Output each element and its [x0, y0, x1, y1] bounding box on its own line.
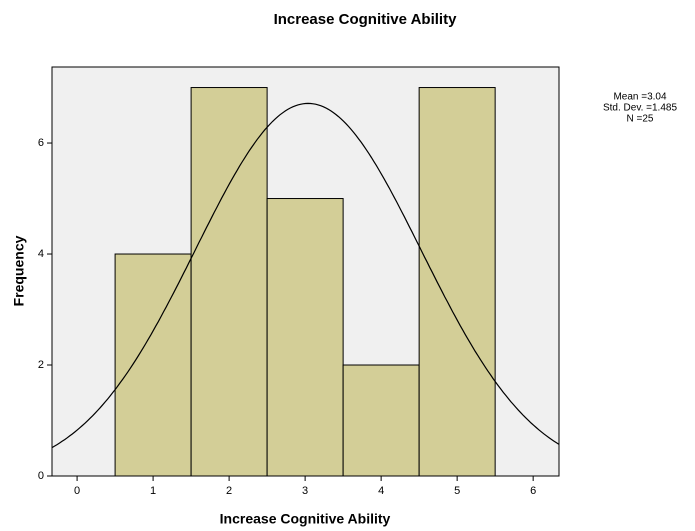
x-tick-label: 3 — [302, 485, 308, 497]
y-tick-label: 6 — [38, 137, 44, 149]
annotation: N =25 — [627, 114, 654, 125]
x-tick-label: 1 — [150, 485, 156, 497]
bar — [114, 253, 192, 477]
x-axis-title: Increase Cognitive Ability — [220, 511, 391, 527]
normal-curve — [51, 102, 560, 449]
bar — [418, 87, 496, 477]
x-tick-label: 2 — [226, 485, 232, 497]
y-axis-title: Frequency — [11, 235, 27, 306]
bar — [266, 198, 344, 477]
y-tick-label: 4 — [38, 248, 44, 260]
annotation: Mean =3.04 — [613, 92, 667, 103]
y-tick-label: 0 — [38, 470, 44, 482]
y-tick-label: 2 — [38, 359, 44, 371]
bar — [190, 87, 268, 477]
annotation: Std. Dev. =1.485 — [603, 103, 677, 114]
chart-title: Increase Cognitive Ability — [274, 11, 457, 28]
x-tick-label: 5 — [454, 485, 460, 497]
x-tick-label: 0 — [74, 485, 80, 497]
x-tick-label: 4 — [378, 485, 384, 497]
x-tick-label: 6 — [530, 485, 536, 497]
bar — [342, 364, 420, 477]
